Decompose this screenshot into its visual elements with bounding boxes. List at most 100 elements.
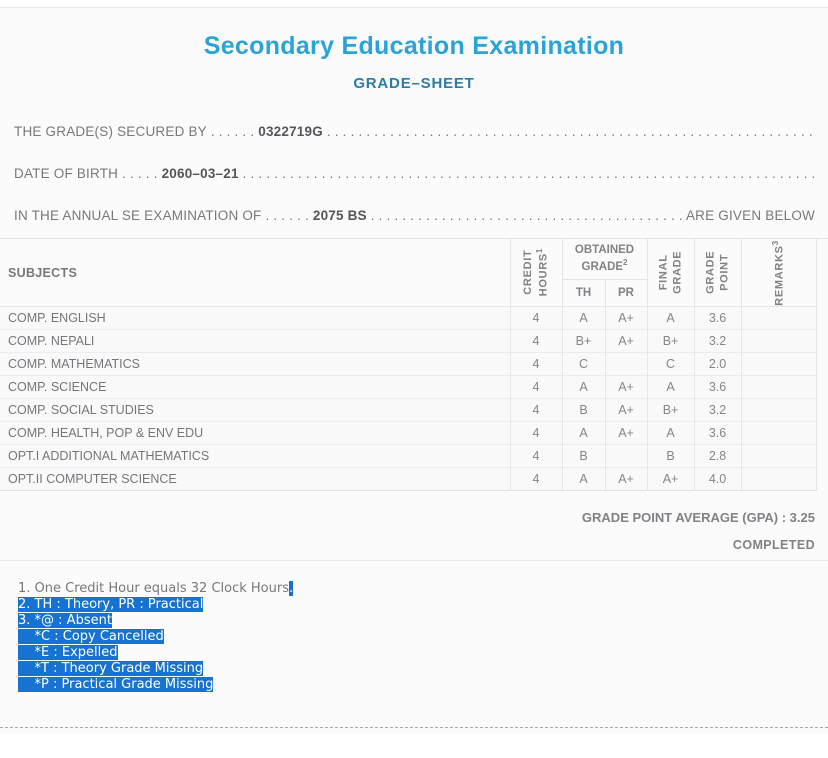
grade-point-vertical-text: GRADE POINT [703,251,732,294]
selected-text: 3. *@ : Absent [18,613,112,628]
cell-practical-grade: A+ [604,421,648,445]
section-divider [0,560,828,561]
cell-subject: COMP. SCIENCE [0,375,510,399]
grade-point-line2: POINT [718,253,731,291]
examination-year-label: IN THE ANNUAL SE EXAMINATION OF [14,208,262,223]
candidate-info: THE GRADE(S) SECURED BY . . . . . . 0322… [0,124,828,223]
cell-theory-grade: B [561,398,605,422]
cell-grade-point: 3.6 [693,421,742,445]
cell-theory-grade: A [561,375,605,399]
grades-table-container: SUBJECTS CREDIT HOURS1 OBTAINED GRADE2 F [0,238,828,491]
cell-credit-hours: 4 [509,329,562,353]
cell-remarks [740,421,817,445]
remarks-text: REMARKS [773,245,786,306]
dot-leader-fill: . . . . . . . . . . . . . . . . . . . . … [242,166,815,181]
cell-remarks [740,329,817,353]
credit-hours-superscript: 1 [535,247,545,254]
cell-final-grade: A [646,421,695,445]
cell-credit-hours: 4 [509,467,562,491]
dot-leader: . . . . . . [261,208,313,223]
table-row: COMP. ENGLISH 4 A A+ A 3.6 [0,306,817,330]
cell-final-grade: A+ [646,467,695,491]
cell-grade-point: 2.8 [693,444,742,468]
selected-text: 2. TH : Theory, PR : Practical [18,597,204,612]
remarks-superscript: 3 [770,239,780,246]
cell-theory-grade: A [561,467,605,491]
dot-leader: . . . . . . [206,124,259,139]
footnote-theory-missing: *T : Theory Grade Missing [18,661,828,677]
cell-subject: COMP. MATHEMATICS [0,352,510,376]
selected-text: *T : Theory Grade Missing [18,661,204,676]
credit-hours-line2: HOURS1 [535,248,551,296]
cell-remarks [740,375,817,399]
footnote-copy-cancelled: *C : Copy Cancelled [18,629,828,645]
table-row: OPT.II COMPUTER SCIENCE 4 A A+ A+ 4.0 [0,467,817,491]
subjects-column-header: SUBJECTS [8,265,78,280]
cell-final-grade: B+ [646,398,695,422]
cell-credit-hours: 4 [509,375,562,399]
obtained-grade-column-header: OBTAINED GRADE2 [561,239,648,280]
dot-leader-fill: . . . . . . . . . . . . . . . . . . . . … [370,208,683,223]
dot-leader-fill: . . . . . . . . . . . . . . . . . . . . … [326,124,813,139]
cell-practical-grade: A+ [604,375,648,399]
cell-final-grade: C [646,352,695,376]
cell-final-grade: B+ [646,329,695,353]
cell-grade-point: 3.2 [693,398,742,422]
grades-secured-by-line: THE GRADE(S) SECURED BY . . . . . . 0322… [14,124,815,139]
examination-year-value: 2075 BS [312,208,367,223]
cell-final-grade: B [646,444,695,468]
page-title: Secondary Education Examination [203,32,625,60]
cell-credit-hours: 4 [509,398,562,422]
cell-grade-point: 4.0 [693,467,742,491]
cell-practical-grade: A+ [604,306,648,330]
cell-subject: OPT.I ADDITIONAL MATHEMATICS [0,444,510,468]
cell-credit-hours: 4 [509,444,562,468]
remarks-vertical-text: REMARKS3 [771,240,787,306]
obtained-grade-line1: OBTAINED [574,243,635,256]
selected-text: *P : Practical Grade Missing [18,677,214,692]
cell-subject: COMP. HEALTH, POP & ENV EDU [0,421,510,445]
cell-subject: OPT.II COMPUTER SCIENCE [0,467,510,491]
cell-remarks [740,467,817,491]
table-row: COMP. SOCIAL STUDIES 4 B A+ B+ 3.2 [0,398,817,422]
cell-practical-grade: A+ [604,398,648,422]
theory-subcolumn-header: TH [561,279,605,307]
date-of-birth-line: DATE OF BIRTH . . . . . 2060–03–21 . . .… [14,166,815,181]
grades-table-body: COMP. ENGLISH 4 A A+ A 3.6 COMP. NEPALI … [0,306,817,491]
remarks-column-header: REMARKS3 [740,239,817,307]
cell-grade-point: 2.0 [693,352,742,376]
table-row: COMP. MATHEMATICS 4 C C 2.0 [0,352,817,376]
selected-text: *C : Copy Cancelled [18,629,164,644]
cell-credit-hours: 4 [509,352,562,376]
grade-point-line1: GRADE [704,250,717,294]
dot-leader: . . . . . [118,166,162,181]
cell-theory-grade: A [561,421,605,445]
cell-credit-hours: 4 [509,306,562,330]
date-of-birth-label: DATE OF BIRTH [14,166,119,181]
obtained-grade-line2: GRADE2 [563,258,647,275]
table-row: COMP. NEPALI 4 B+ A+ B+ 3.2 [0,329,817,353]
cell-practical-grade: A+ [604,329,648,353]
cell-subject: COMP. SOCIAL STUDIES [0,398,510,422]
footnote-absent: 3. *@ : Absent [18,613,828,629]
final-grade-line2: GRADE [671,250,684,294]
cell-practical-grade [604,352,648,376]
grades-table-header: SUBJECTS CREDIT HOURS1 OBTAINED GRADE2 F [0,239,817,307]
symbol-number-value: 0322719G [258,124,323,139]
grades-table: SUBJECTS CREDIT HOURS1 OBTAINED GRADE2 F [0,239,817,491]
cell-final-grade: A [646,306,695,330]
footnote-credit-hour: 1. One Credit Hour equals 32 Clock Hours… [18,581,828,597]
obtained-grade-line2-text: GRADE [581,260,624,273]
credit-hours-line1: CREDIT [521,249,534,295]
cell-practical-grade [604,444,648,468]
completion-status: COMPLETED [732,538,815,552]
cell-subject: COMP. NEPALI [0,329,510,353]
cell-grade-point: 3.6 [693,375,742,399]
cell-practical-grade: A+ [604,467,648,491]
cell-remarks [740,444,817,468]
examination-year-line: IN THE ANNUAL SE EXAMINATION OF . . . . … [14,208,815,223]
footnote-text: 1. One Credit Hour equals 32 Clock Hours [18,581,289,596]
cell-credit-hours: 4 [509,421,562,445]
cell-remarks [740,398,817,422]
cell-grade-point: 3.6 [693,306,742,330]
